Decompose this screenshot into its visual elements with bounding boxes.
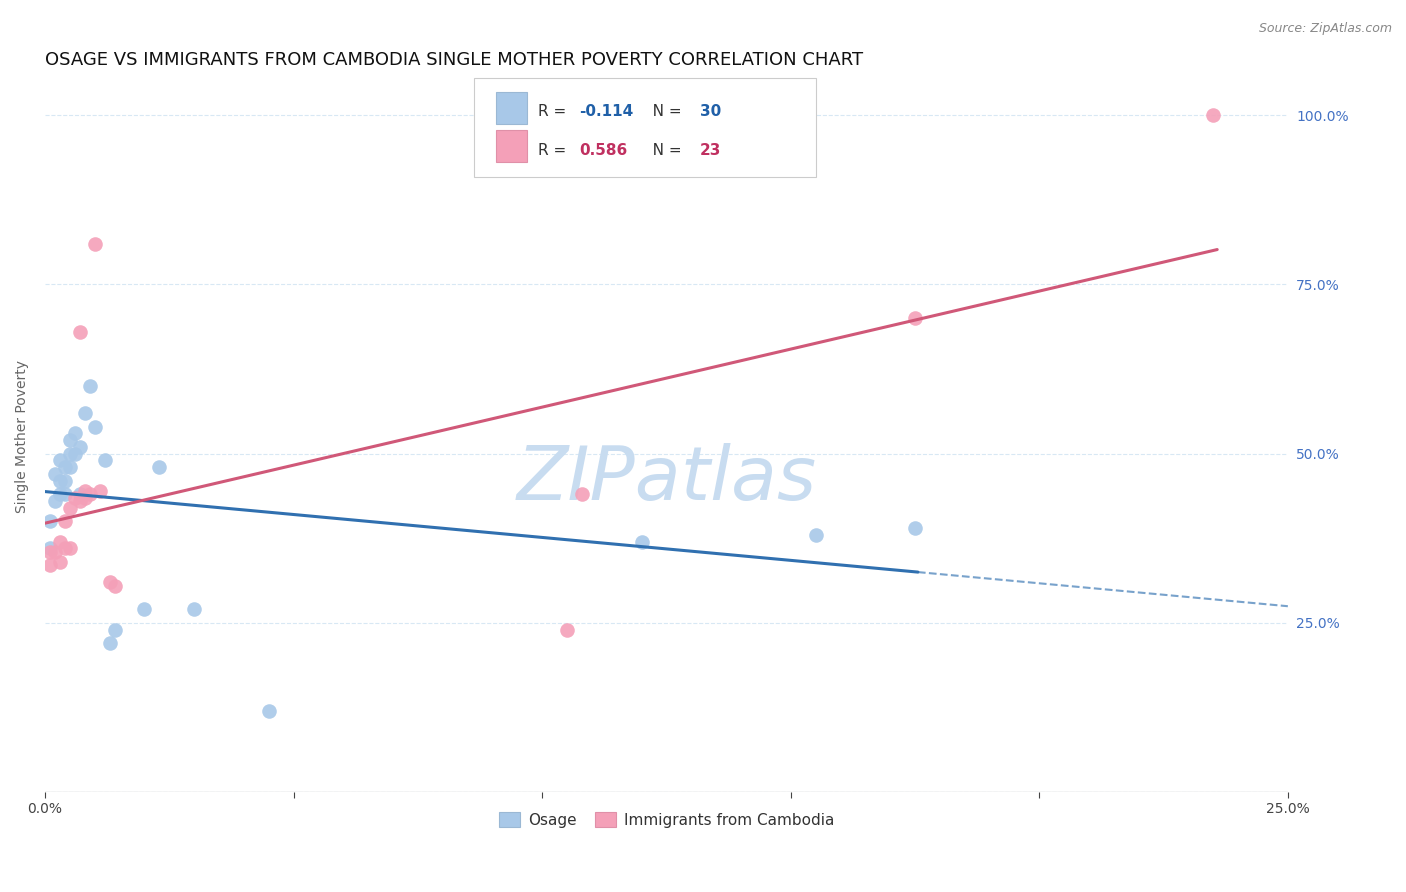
- Point: [39, 541, 62, 556]
- Text: -0.114: -0.114: [579, 104, 634, 120]
- Text: ZIPatlas: ZIPatlas: [516, 443, 817, 516]
- Point: [59, 500, 82, 515]
- FancyBboxPatch shape: [496, 92, 527, 124]
- Point: [69, 440, 91, 454]
- Point: [44, 467, 66, 481]
- Point: [69, 494, 91, 508]
- Point: [257, 704, 280, 718]
- Point: [73, 483, 96, 498]
- Point: [93, 453, 115, 467]
- Text: 30: 30: [700, 104, 721, 120]
- Point: [571, 487, 593, 501]
- Point: [630, 534, 652, 549]
- Text: R =: R =: [538, 143, 571, 158]
- Point: [148, 460, 170, 475]
- Point: [39, 558, 62, 573]
- Point: [63, 446, 86, 460]
- Point: [59, 541, 82, 556]
- Point: [83, 419, 105, 434]
- Point: [103, 578, 125, 592]
- Point: [69, 487, 91, 501]
- Point: [555, 623, 578, 637]
- Point: [39, 545, 62, 559]
- Text: R =: R =: [538, 104, 571, 120]
- Text: N =: N =: [638, 143, 686, 158]
- Text: 23: 23: [700, 143, 721, 158]
- Point: [79, 379, 101, 393]
- Point: [44, 494, 66, 508]
- Point: [804, 528, 827, 542]
- Point: [63, 426, 86, 441]
- Text: Source: ZipAtlas.com: Source: ZipAtlas.com: [1258, 22, 1392, 36]
- Point: [53, 514, 76, 528]
- Point: [49, 487, 72, 501]
- Point: [89, 483, 111, 498]
- Point: [904, 521, 927, 535]
- FancyBboxPatch shape: [474, 78, 815, 178]
- Point: [904, 311, 927, 326]
- Point: [53, 487, 76, 501]
- Point: [1202, 108, 1225, 122]
- Point: [49, 474, 72, 488]
- Point: [59, 460, 82, 475]
- Point: [53, 460, 76, 475]
- Point: [39, 514, 62, 528]
- Point: [183, 602, 205, 616]
- Point: [49, 555, 72, 569]
- Point: [83, 236, 105, 251]
- Point: [73, 491, 96, 505]
- Point: [59, 433, 82, 447]
- Point: [63, 491, 86, 505]
- Point: [53, 474, 76, 488]
- Text: OSAGE VS IMMIGRANTS FROM CAMBODIA SINGLE MOTHER POVERTY CORRELATION CHART: OSAGE VS IMMIGRANTS FROM CAMBODIA SINGLE…: [45, 51, 863, 69]
- Point: [59, 446, 82, 460]
- Point: [73, 406, 96, 420]
- Text: N =: N =: [638, 104, 686, 120]
- Point: [49, 534, 72, 549]
- Point: [49, 453, 72, 467]
- Point: [69, 325, 91, 339]
- Point: [44, 545, 66, 559]
- Point: [98, 636, 121, 650]
- Point: [103, 623, 125, 637]
- Legend: Osage, Immigrants from Cambodia: Osage, Immigrants from Cambodia: [492, 806, 841, 834]
- Point: [79, 487, 101, 501]
- Text: 0.586: 0.586: [579, 143, 627, 158]
- FancyBboxPatch shape: [496, 129, 527, 161]
- Point: [53, 541, 76, 556]
- Y-axis label: Single Mother Poverty: Single Mother Poverty: [15, 360, 30, 513]
- Point: [98, 575, 121, 590]
- Point: [134, 602, 156, 616]
